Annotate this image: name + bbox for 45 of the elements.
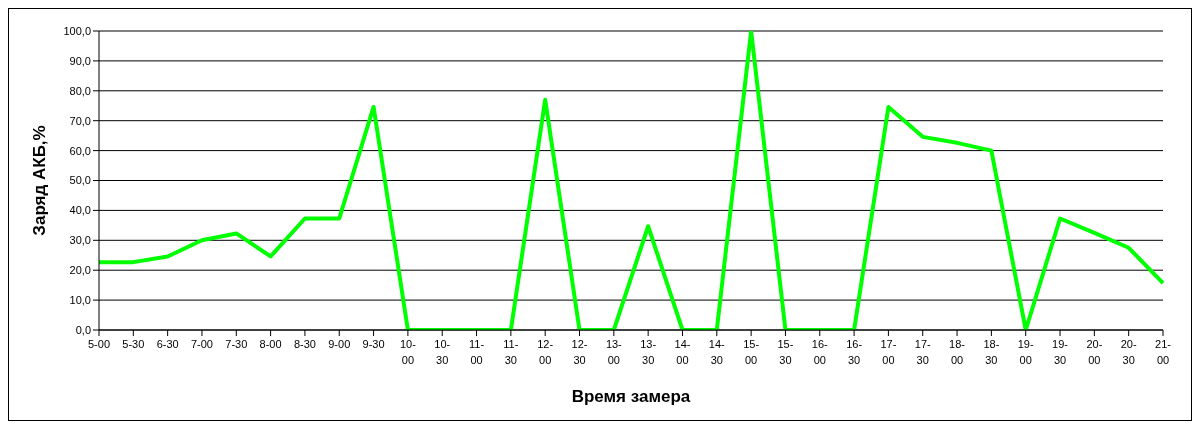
y-tick-label: 30,0 [69,234,91,247]
y-tick-label: 0,0 [75,323,91,336]
x-tick-label: 8-00 [259,338,282,350]
x-tick-label: 18-00 [949,338,966,366]
x-tick-label: 9-30 [362,338,385,350]
x-tick-label: 8-30 [293,338,316,350]
x-tick-label: 12-00 [537,338,554,366]
x-tick-label: 7-00 [190,338,213,350]
y-tick-label: 100,0 [63,24,91,37]
y-tick-label: 10,0 [69,294,91,307]
x-tick-label: 19-30 [1052,338,1069,366]
x-tick-label: 10-00 [399,338,417,366]
x-tick-label: 17-00 [880,338,897,366]
y-tick-label: 70,0 [69,114,91,127]
x-tick-label: 11-30 [503,338,519,366]
x-tick-label: 5-30 [122,338,145,350]
y-tick-label: 20,0 [69,264,91,277]
x-tick-label: 14-30 [708,338,726,366]
x-tick-label: 14-00 [674,338,691,366]
x-tick-label: 11-00 [469,338,485,366]
x-tick-label: 19-00 [1017,338,1034,366]
y-tick-label: 50,0 [69,174,91,187]
x-tick-label: 5-00 [87,338,111,350]
x-axis-title: Время замера [571,387,691,406]
x-tick-label: 20-30 [1120,338,1137,366]
x-tick-label: 10-30 [434,338,451,366]
x-tick-label: 13-00 [605,338,623,366]
x-tick-label: 7-30 [225,338,248,350]
x-tick-label: 15-00 [743,338,760,366]
x-tick-label: 21-00 [1155,338,1172,366]
y-tick-label: 90,0 [69,54,91,67]
y-tick-label: 80,0 [69,84,91,97]
x-tick-label: 16-30 [846,338,863,366]
x-tick-label: 15-30 [777,338,794,366]
y-tick-label: 60,0 [69,144,91,157]
y-tick-label: 40,0 [69,204,91,217]
x-tick-label: 20-00 [1086,338,1103,366]
x-tick-label: 12-30 [571,338,588,366]
y-axis-title: Заряд АКБ,% [30,125,50,236]
x-tick-label: 18-30 [983,338,1000,366]
x-tick-label: 9-00 [328,338,351,350]
x-tick-label: 13-30 [640,338,657,366]
x-tick-label: 16-00 [811,338,829,366]
x-tick-label: 6-30 [156,338,179,350]
x-tick-label: 17-30 [914,338,932,366]
